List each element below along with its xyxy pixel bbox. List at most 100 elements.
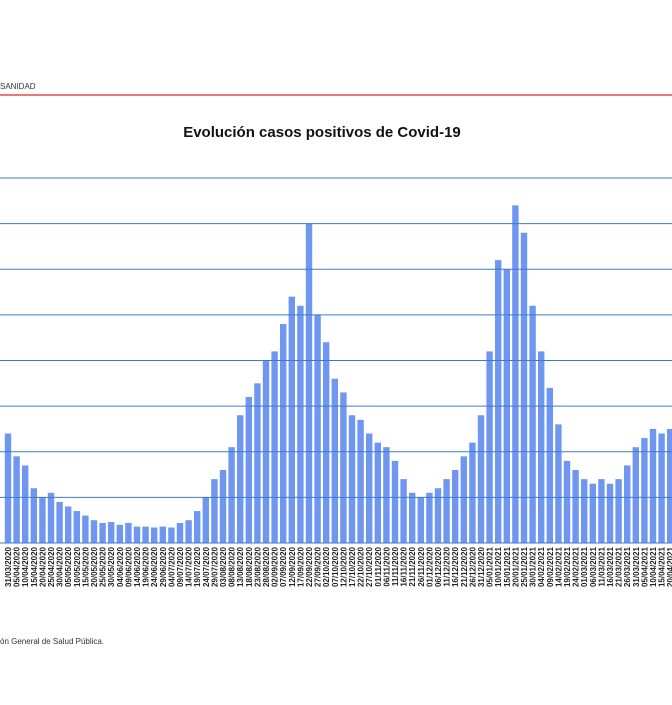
x-tick-label: 09/06/2020 (124, 546, 133, 587)
bar (417, 497, 424, 543)
bar (520, 232, 528, 543)
bar (538, 351, 545, 543)
x-tick-label: 25/04/2020 (47, 546, 56, 587)
x-tick-label: 17/10/2020 (348, 546, 357, 587)
header-text: SANIDAD (0, 82, 36, 91)
bar (151, 527, 158, 543)
bar (434, 488, 442, 543)
x-tick-label: 20/01/2021 (511, 546, 520, 587)
x-tick-label: 26/12/2020 (468, 546, 477, 587)
x-tick-label: 30/04/2020 (56, 546, 65, 587)
x-tick-label: 08/08/2020 (228, 546, 237, 587)
x-tick-label: 22/10/2020 (357, 546, 366, 587)
x-tick-label: 27/10/2020 (365, 546, 374, 587)
x-tick-label: 23/08/2020 (253, 546, 262, 587)
bar (495, 260, 502, 543)
x-tick-label: 11/12/2020 (443, 546, 452, 586)
bar (331, 378, 338, 543)
x-tick-label: 22/09/2020 (305, 546, 314, 587)
x-tick-label: 26/11/2020 (417, 546, 426, 586)
x-tick-label: 31/12/2020 (477, 546, 486, 587)
bar (348, 415, 356, 543)
bar (142, 526, 149, 543)
x-tick-label: 25/05/2020 (99, 546, 108, 587)
x-tick-label: 02/09/2020 (271, 546, 280, 587)
bar (82, 515, 89, 543)
bar (13, 456, 20, 543)
bar (563, 460, 571, 543)
bar (133, 526, 141, 543)
x-tick-label: 11/11/2020 (391, 546, 400, 586)
x-tick-label: 21/11/2020 (408, 546, 417, 586)
x-tick-label: 02/10/2020 (322, 546, 331, 587)
x-tick-label: 16/12/2020 (451, 546, 460, 587)
x-tick-label: 11/03/2021 (597, 546, 606, 586)
bar (245, 397, 252, 543)
x-tick-label: 13/08/2020 (236, 546, 245, 587)
x-tick-label: 10/05/2020 (73, 546, 82, 587)
x-tick-label: 04/06/2020 (116, 546, 125, 587)
x-tick-label: 04/07/2020 (167, 546, 176, 587)
bar (641, 438, 648, 543)
x-tick-label: 14/02/2021 (554, 546, 563, 587)
x-tick-label: 26/03/2021 (623, 546, 632, 587)
bar (632, 447, 639, 543)
x-tick-label: 19/07/2020 (193, 546, 202, 587)
x-tick-label: 24/02/2021 (572, 546, 581, 587)
bar (202, 497, 209, 543)
bar (555, 424, 562, 543)
bar (305, 223, 313, 543)
x-tick-label: 27/09/2020 (314, 546, 323, 587)
bar (409, 492, 416, 543)
bar (39, 497, 46, 543)
x-tick-label: 19/06/2020 (142, 546, 151, 587)
bar (400, 479, 407, 543)
x-tick-label: 19/02/2021 (563, 546, 572, 587)
x-tick-label: 15/05/2020 (81, 546, 90, 587)
bar (219, 470, 227, 543)
x-tick-label: 14/07/2020 (185, 546, 194, 587)
x-tick-label: 21/12/2020 (460, 546, 469, 587)
x-tick-label: 10/04/2020 (21, 546, 30, 587)
x-tick-label: 18/08/2020 (245, 546, 254, 587)
x-tick-label: 06/03/2021 (589, 546, 598, 587)
x-tick-label: 10/01/2021 (494, 546, 503, 587)
bar (615, 479, 622, 543)
footer-text: ón General de Salud Pública. (0, 637, 104, 646)
x-tick-label: 06/11/2020 (382, 546, 391, 586)
x-tick-label: 10/04/2021 (649, 546, 658, 587)
bar (391, 460, 399, 543)
x-tick-label: 07/10/2020 (331, 546, 340, 587)
bar (374, 442, 381, 543)
x-tick-label: 29/06/2020 (159, 546, 168, 587)
bar (314, 314, 321, 543)
bar (572, 470, 579, 543)
bar (280, 324, 287, 543)
bar (185, 520, 192, 543)
bar (667, 428, 672, 543)
bar (90, 520, 98, 543)
bar (211, 479, 218, 543)
x-tick-label: 31/03/2020 (4, 546, 13, 587)
bar (598, 479, 605, 543)
x-tick-label: 05/05/2020 (64, 546, 73, 587)
x-tick-label: 29/07/2020 (210, 546, 219, 587)
bar (581, 479, 588, 543)
x-tick-label: 16/03/2021 (606, 546, 615, 587)
bar (443, 479, 450, 543)
x-tick-label: 31/03/2021 (632, 546, 641, 587)
x-tick-label: 15/04/2021 (658, 546, 667, 587)
bar (357, 419, 364, 543)
bar (159, 526, 166, 543)
bar (469, 442, 476, 543)
bar (56, 501, 63, 543)
bar (108, 522, 115, 543)
bar (4, 433, 12, 543)
bar (297, 305, 304, 543)
x-tick-label: 05/01/2021 (486, 546, 495, 587)
bar (30, 488, 37, 543)
x-tick-label: 01/03/2021 (580, 546, 589, 587)
bar (116, 524, 123, 543)
x-tick-label: 05/04/2020 (13, 546, 22, 587)
